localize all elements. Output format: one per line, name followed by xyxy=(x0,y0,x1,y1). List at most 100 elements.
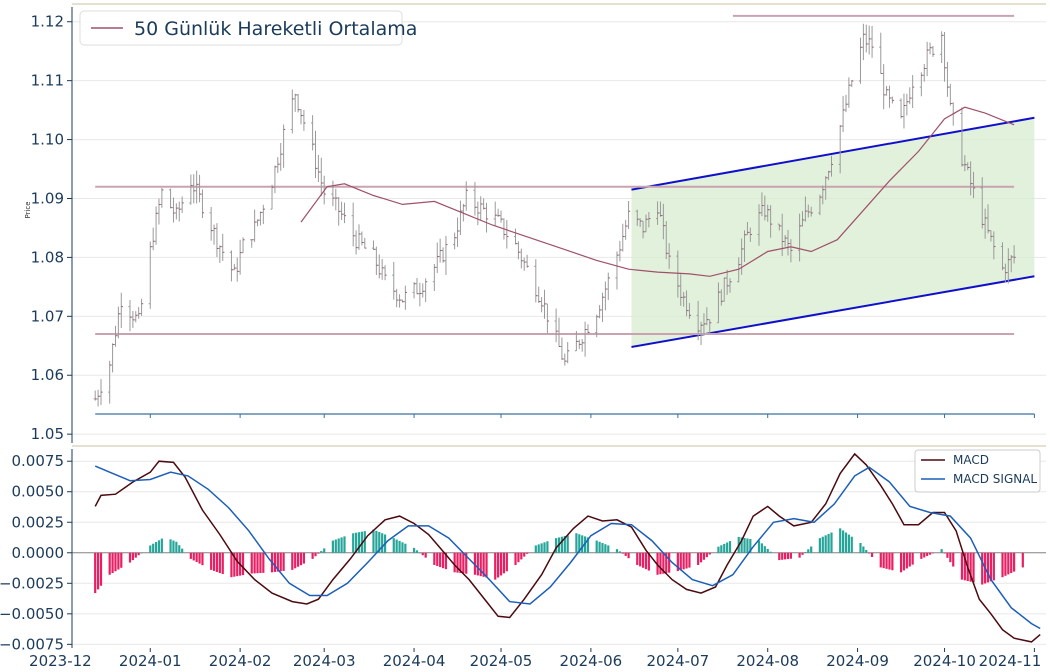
macd-histogram-bar xyxy=(154,542,158,553)
macd-histogram-bar xyxy=(273,552,277,572)
macd-histogram-bar xyxy=(404,543,407,553)
macd-histogram-bar xyxy=(560,536,563,553)
macd-histogram-bar xyxy=(1021,552,1024,568)
macd-histogram-bar xyxy=(334,539,337,553)
macd-histogram-bar xyxy=(949,552,952,563)
macd-histogram-bar xyxy=(992,552,995,581)
macd-histogram-bar xyxy=(607,545,610,553)
macd-line xyxy=(94,452,1041,643)
macd-histogram-bar xyxy=(952,552,955,567)
macd-histogram-bar xyxy=(424,552,427,558)
macd-histogram-bar xyxy=(514,552,517,565)
price-legend-box xyxy=(79,10,403,46)
macd-histogram-bar xyxy=(157,540,161,553)
macd-histogram-bar xyxy=(705,552,708,558)
price-y-tick-label: 1.08 xyxy=(31,248,64,266)
macd-histogram-bar xyxy=(241,552,245,576)
macd-histogram-bar xyxy=(598,541,601,553)
macd-histogram-bar xyxy=(473,552,477,575)
macd-histogram-bar xyxy=(940,549,943,553)
macd-histogram-bar xyxy=(465,552,468,574)
macd-histogram-bar xyxy=(314,552,317,557)
macd-histogram-bar xyxy=(923,552,926,558)
macd-y-tick-label: −0.0075 xyxy=(0,635,64,653)
x-tick-label: 2023-12 xyxy=(29,652,92,670)
macd-histogram-bar xyxy=(827,533,830,553)
macd-histogram-bar xyxy=(908,552,911,567)
macd-histogram-bar xyxy=(282,552,285,571)
macd-histogram-bar xyxy=(920,552,923,559)
macd-histogram-bar xyxy=(479,552,482,577)
macd-histogram-bar xyxy=(708,552,711,555)
x-tick-label: 2024-03 xyxy=(293,652,356,670)
macd-histogram-bar xyxy=(905,552,908,569)
macd-histogram-bar xyxy=(595,540,598,553)
macd-histogram-bar xyxy=(253,552,256,574)
macd-histogram-bar xyxy=(859,543,862,553)
macd-histogram-bar xyxy=(441,552,445,569)
macd-histogram-bar xyxy=(726,542,729,553)
macd-histogram-bar xyxy=(120,552,123,568)
macd-histogram-bar xyxy=(685,552,688,569)
macd-histogram-bar xyxy=(421,552,424,556)
macd-histogram-bar xyxy=(160,538,163,553)
macd-histogram-bar xyxy=(824,535,827,553)
macd-histogram-bar xyxy=(444,552,448,570)
macd-histogram-bar xyxy=(291,552,294,570)
macd-histogram-bar xyxy=(882,552,885,569)
macd-histogram-bar xyxy=(546,541,549,553)
macd-histogram-bar xyxy=(720,545,723,553)
macd-histogram-bar xyxy=(94,552,97,594)
x-tick-label: 2024-02 xyxy=(209,652,272,670)
macd-histogram-bar xyxy=(299,552,303,566)
macd-histogram-bar xyxy=(230,552,233,578)
legend-label-signal: MACD SIGNAL xyxy=(953,472,1037,486)
macd-y-tick-label: 0.0050 xyxy=(12,483,65,501)
macd-x-ticks: 2023-12 2024-01 2024-02 2024-03 2024-04 2024-… xyxy=(29,648,1041,670)
macd-histogram-bar xyxy=(96,552,100,590)
macd-histogram-bar xyxy=(839,528,842,553)
macd-histogram-bar xyxy=(198,552,201,564)
macd-histogram-bar xyxy=(789,552,793,559)
macd-histogram-bar xyxy=(784,552,787,560)
macd-histogram-bar xyxy=(381,533,384,553)
macd-legend: MACD MACD SIGNAL xyxy=(914,449,1041,493)
moving-average-line xyxy=(300,106,1015,277)
macd-histogram-bar xyxy=(520,552,523,560)
x-tick-label: 2024-04 xyxy=(383,652,446,670)
x-tick-label: 2024-09 xyxy=(826,652,889,670)
macd-histogram-bar xyxy=(201,552,204,566)
macd-histogram-bar xyxy=(172,540,175,553)
macd-histogram-bar xyxy=(505,552,508,572)
horizontal-levels xyxy=(95,14,1015,335)
macd-histogram-bar xyxy=(928,552,932,555)
macd-histogram-bar xyxy=(931,552,935,554)
macd-histogram-bar xyxy=(128,552,132,563)
macd-histogram-bar xyxy=(372,529,375,553)
macd-histogram-bar xyxy=(178,545,181,553)
macd-histogram-bar xyxy=(879,552,882,568)
macd-histogram-bar xyxy=(401,542,404,553)
macd-histogram-bar xyxy=(111,552,114,574)
price-panel: 1.05 1.06 1.07 1.08 1.09 1.10 1.11 1.12 Price 5… xyxy=(24,7,1046,443)
macd-histogram-bar xyxy=(801,552,804,555)
macd-histogram-bar xyxy=(972,552,975,583)
macd-histogram-bar xyxy=(415,550,419,553)
macd-histogram-bar xyxy=(578,534,581,553)
price-y-ticks: 1.05 1.06 1.07 1.08 1.09 1.10 1.11 1.12 xyxy=(31,13,72,443)
macd-histogram-bar xyxy=(586,537,590,553)
macd-histogram-bar xyxy=(485,552,488,578)
macd-histogram-bar xyxy=(189,552,192,559)
macd-histogram-bar xyxy=(697,552,700,565)
macd-histogram-bar xyxy=(210,552,213,570)
x-tick-label: 2024-06 xyxy=(560,652,623,670)
macd-histogram-bar xyxy=(1001,552,1004,578)
macd-histogram-bar xyxy=(149,545,152,553)
macd-histogram-bar xyxy=(699,552,703,563)
price-y-axis-label: Price xyxy=(24,201,32,218)
macd-histogram-bar xyxy=(618,551,621,553)
macd-histogram-bar xyxy=(433,552,436,565)
macd-histogram-bar xyxy=(250,552,253,574)
macd-histogram-bar xyxy=(769,551,772,553)
